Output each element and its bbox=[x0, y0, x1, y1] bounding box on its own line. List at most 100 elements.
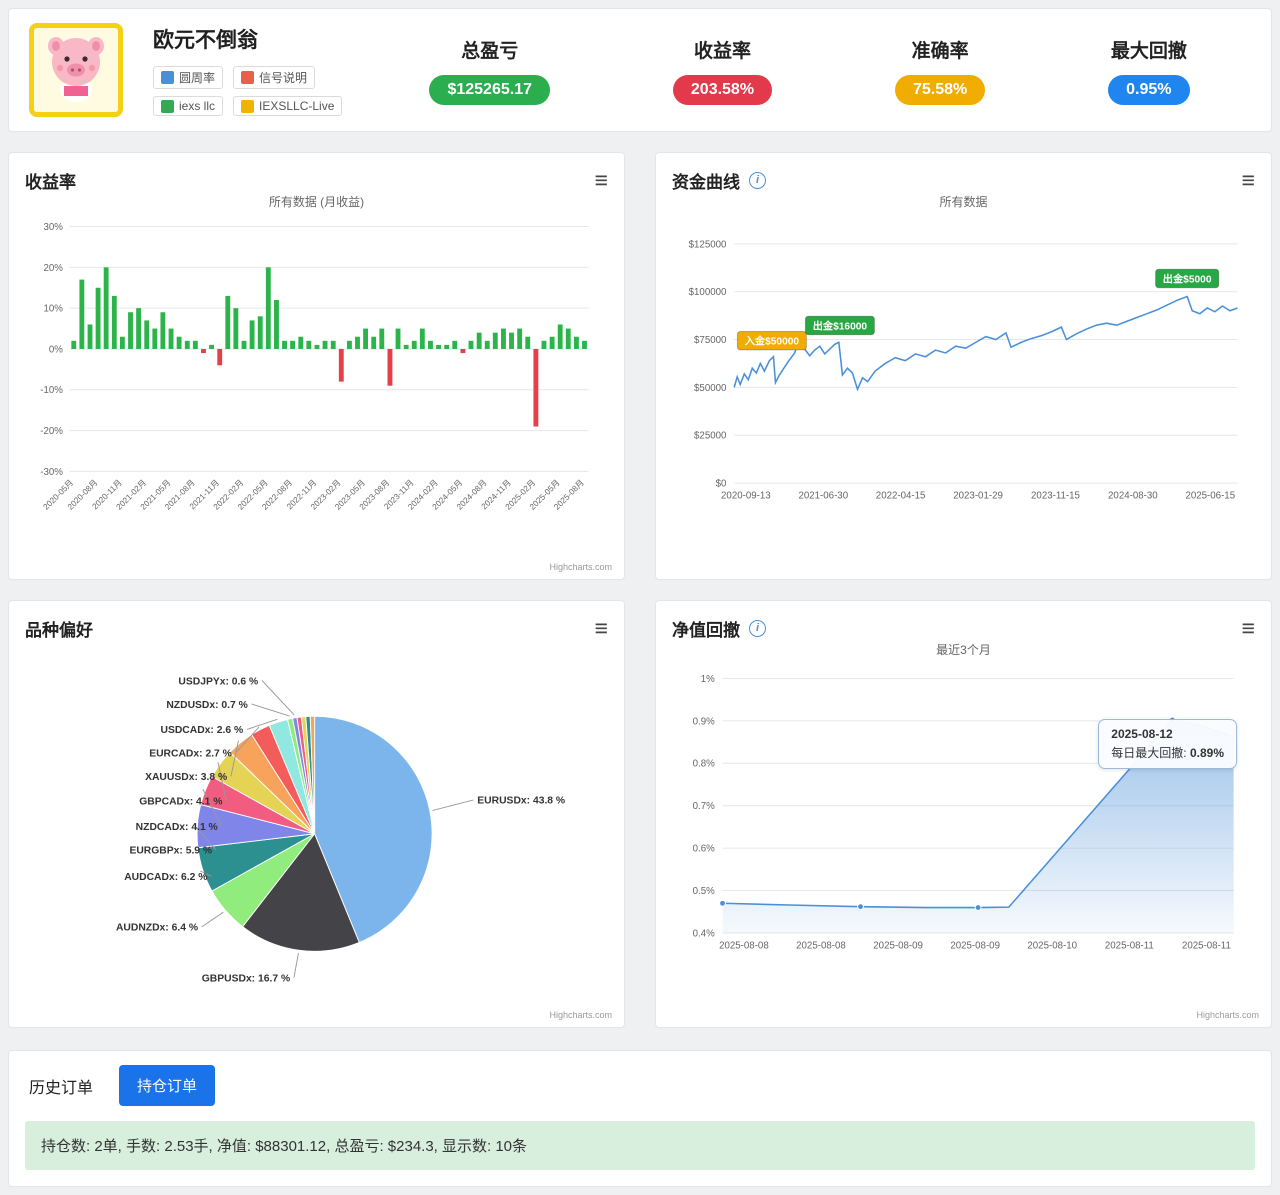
chart-subtitle: 所有数据 bbox=[939, 195, 988, 209]
svg-text:$25000: $25000 bbox=[694, 431, 727, 442]
equity-curve-chart[interactable]: $0 $25000 $50000 $75000 $100000 $125000 2020-0… bbox=[672, 211, 1255, 532]
drawdown-tooltip: 2025-08-12 每日最大回撤: 0.89% bbox=[1098, 719, 1237, 769]
stat-total-pnl: 总盈亏 $125265.17 bbox=[429, 36, 550, 105]
orders-tabs: 历史订单 持仓订单 bbox=[25, 1065, 1255, 1106]
svg-text:2023-01-29: 2023-01-29 bbox=[953, 491, 1003, 502]
svg-text:EURUSDx: 43.8 %: EURUSDx: 43.8 % bbox=[477, 796, 565, 807]
svg-text:-20%: -20% bbox=[40, 426, 63, 437]
svg-text:-30%: -30% bbox=[40, 467, 63, 478]
tooltip-body: 每日最大回撤: 0.89% bbox=[1111, 744, 1224, 761]
chart-subtitle: 最近3个月 bbox=[936, 643, 991, 657]
svg-text:USDJPYx: 0.6 %: USDJPYx: 0.6 % bbox=[178, 676, 258, 687]
svg-text:GBPUSDx: 16.7 %: GBPUSDx: 16.7 % bbox=[202, 973, 290, 984]
svg-text:$125000: $125000 bbox=[689, 239, 727, 250]
svg-text:出金$16000: 出金$16000 bbox=[813, 319, 868, 332]
svg-text:0.5%: 0.5% bbox=[693, 886, 715, 897]
stat-badge: 0.95% bbox=[1108, 74, 1190, 105]
chart-menu-icon[interactable]: ≡ bbox=[1241, 615, 1255, 641]
stat-badge: $125265.17 bbox=[429, 74, 550, 105]
svg-text:EURCADx: 2.7 %: EURCADx: 2.7 % bbox=[149, 749, 232, 760]
panel-symbol-preference: 品种偏好 ≡ EURUSDx: 43.8 % GBPUSDx: 16.7 % AUD… bbox=[8, 600, 625, 1028]
tag-label: iexs llc bbox=[179, 99, 216, 113]
svg-text:$100000: $100000 bbox=[689, 287, 727, 298]
tooltip-date: 2025-08-12 bbox=[1111, 727, 1173, 741]
stat-label: 最大回撤 bbox=[1110, 40, 1187, 62]
chart-menu-icon[interactable]: ≡ bbox=[594, 615, 608, 641]
panel-title: 资金曲线 bbox=[672, 172, 740, 192]
svg-text:XAUUSDx: 3.8 %: XAUUSDx: 3.8 % bbox=[145, 772, 227, 783]
highcharts-credit: Highcharts.com bbox=[549, 562, 612, 572]
svg-text:20%: 20% bbox=[43, 263, 63, 274]
svg-text:0.7%: 0.7% bbox=[693, 801, 715, 812]
svg-text:30%: 30% bbox=[43, 222, 63, 233]
orders-summary-bar: 持仓数: 2单, 手数: 2.53手, 净值: $88301.12, 总盈亏: … bbox=[25, 1121, 1255, 1170]
stat-label: 准确率 bbox=[911, 40, 969, 62]
info-icon[interactable]: i bbox=[749, 171, 766, 189]
svg-text:$75000: $75000 bbox=[694, 335, 727, 346]
tag-signal-desc[interactable]: 信号说明 bbox=[233, 66, 316, 89]
svg-text:0.4%: 0.4% bbox=[693, 928, 715, 939]
svg-text:$50000: $50000 bbox=[694, 383, 727, 394]
broker-icon bbox=[161, 99, 174, 113]
svg-text:10%: 10% bbox=[43, 304, 63, 315]
svg-text:AUDNZDx: 6.4 %: AUDNZDx: 6.4 % bbox=[116, 923, 198, 934]
panel-title: 品种偏好 bbox=[25, 620, 93, 640]
tag-label: IEXSLLC-Live bbox=[259, 99, 335, 113]
profile-tags: 圆周率 信号说明 iexs llc IEXSLLC-Live bbox=[153, 66, 368, 116]
account-icon bbox=[241, 99, 255, 113]
tag-broker[interactable]: iexs llc bbox=[153, 96, 224, 116]
stat-label: 总盈亏 bbox=[461, 40, 519, 62]
tab-history-orders[interactable]: 历史订单 bbox=[25, 1066, 97, 1106]
tab-open-orders[interactable]: 持仓订单 bbox=[119, 1065, 216, 1106]
tooltip-label: 每日最大回撤: bbox=[1111, 746, 1187, 760]
stat-badge: 203.58% bbox=[672, 74, 773, 105]
tag-account[interactable]: IEXSLLC-Live bbox=[233, 96, 343, 116]
svg-text:2025-08-08: 2025-08-08 bbox=[719, 941, 769, 952]
signal-doc-icon bbox=[241, 71, 255, 84]
svg-text:EURGBPx: 5.9 %: EURGBPx: 5.9 % bbox=[129, 846, 212, 857]
chart-menu-icon[interactable]: ≡ bbox=[1241, 167, 1255, 193]
svg-text:2022-04-15: 2022-04-15 bbox=[876, 491, 926, 502]
svg-text:USDCADx: 2.6 %: USDCADx: 2.6 % bbox=[161, 725, 244, 736]
symbol-preference-pie-chart[interactable]: EURUSDx: 43.8 % GBPUSDx: 16.7 % AUDNZDx: 6… bbox=[25, 641, 608, 1008]
page-title: 欧元不倒翁 bbox=[153, 29, 258, 52]
stat-badge: 75.58% bbox=[894, 74, 986, 105]
svg-text:2023-11-15: 2023-11-15 bbox=[1031, 491, 1080, 502]
svg-text:2025-08-09: 2025-08-09 bbox=[950, 941, 1000, 952]
user-icon bbox=[161, 71, 174, 84]
panel-title: 净值回撤 bbox=[672, 620, 740, 640]
svg-text:2020-09-13: 2020-09-13 bbox=[721, 491, 771, 502]
svg-text:NZDUSDx: 0.7 %: NZDUSDx: 0.7 % bbox=[166, 700, 248, 711]
svg-text:出金$5000: 出金$5000 bbox=[1163, 272, 1212, 285]
info-icon[interactable]: i bbox=[749, 619, 766, 637]
highcharts-credit: Highcharts.com bbox=[549, 1010, 612, 1020]
panel-equity-curve: 资金曲线 i ≡ 所有数据 $0 $25000 $50000 $75000 $10000… bbox=[655, 152, 1272, 580]
header-stats: 总盈亏 $125265.17 收益率 203.58% 准确率 75.58% 最大… bbox=[368, 36, 1251, 105]
svg-text:0.9%: 0.9% bbox=[693, 716, 715, 727]
svg-text:2024-08-30: 2024-08-30 bbox=[1108, 491, 1158, 502]
highcharts-credit: Highcharts.com bbox=[1196, 1010, 1259, 1020]
tag-yuanzhoulv[interactable]: 圆周率 bbox=[153, 66, 224, 89]
orders-section: 历史订单 持仓订单 持仓数: 2单, 手数: 2.53手, 净值: $88301… bbox=[8, 1050, 1272, 1187]
svg-text:0%: 0% bbox=[49, 344, 63, 355]
svg-text:2025-08-10: 2025-08-10 bbox=[1027, 941, 1077, 952]
panel-title: 收益率 bbox=[25, 172, 76, 192]
chart-subtitle: 所有数据 (月收益) bbox=[268, 195, 365, 209]
svg-text:入金$50000: 入金$50000 bbox=[744, 335, 800, 348]
monthly-returns-chart[interactable]: 30%20%10%0%-10%-20%-30%2020-05月2020-08月2… bbox=[25, 211, 608, 553]
svg-text:AUDCADx: 6.2 %: AUDCADx: 6.2 % bbox=[124, 872, 207, 883]
net-drawdown-chart[interactable]: 0.4% 0.5% 0.6% 0.7% 0.8% 0.9% 1% 2025-08-08 2025… bbox=[672, 659, 1255, 980]
panel-monthly-returns: 收益率 ≡ 所有数据 (月收益) 30% 20% 10% 0% -10% -20% -30%… bbox=[8, 152, 625, 580]
profile-info: 欧元不倒翁 圆周率 信号说明 iexs llc IEXSLLC-Live bbox=[153, 24, 368, 116]
stat-return-rate: 收益率 203.58% bbox=[672, 36, 773, 105]
svg-text:1%: 1% bbox=[701, 674, 715, 685]
tag-label: 信号说明 bbox=[259, 71, 308, 85]
svg-text:NZDCADx: 4.1 %: NZDCADx: 4.1 % bbox=[136, 822, 218, 833]
svg-text:0.8%: 0.8% bbox=[693, 759, 715, 770]
stat-label: 收益率 bbox=[693, 40, 751, 62]
svg-text:2025-08-09: 2025-08-09 bbox=[873, 941, 923, 952]
svg-text:GBPCADx: 4.1 %: GBPCADx: 4.1 % bbox=[139, 797, 222, 808]
chart-menu-icon[interactable]: ≡ bbox=[594, 167, 608, 193]
tooltip-value: 0.89% bbox=[1189, 746, 1224, 760]
